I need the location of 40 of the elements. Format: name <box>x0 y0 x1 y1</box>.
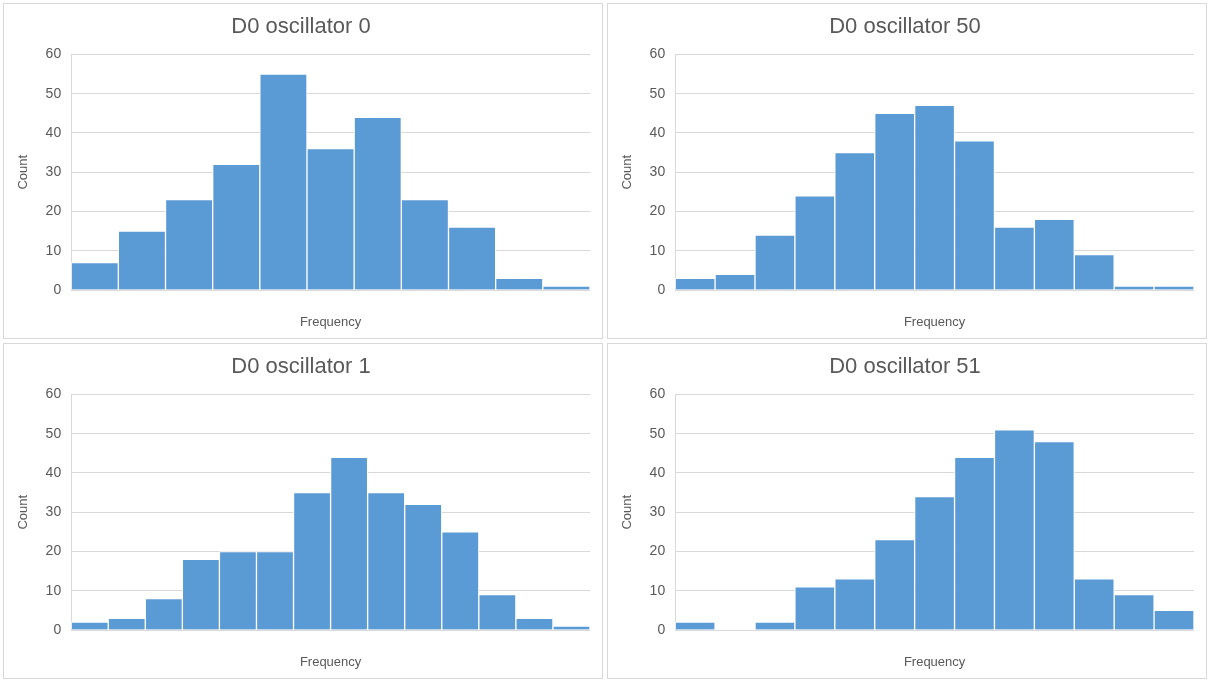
y-tick-label: 60 <box>649 45 666 62</box>
y-tick-label: 40 <box>45 123 62 140</box>
y-tick-label: 40 <box>45 463 62 480</box>
y-tick-label: 40 <box>649 463 666 480</box>
y-tick-label: 10 <box>45 581 62 598</box>
y-tick-label: 50 <box>45 84 62 101</box>
y-tick-label: 0 <box>657 280 666 297</box>
y-tick-label: 50 <box>649 84 666 101</box>
y-tick-label: 20 <box>649 202 666 219</box>
y-tick-label: 30 <box>649 163 666 180</box>
chart-title: D0 oscillator 51 <box>829 353 981 379</box>
y-tick-label: 0 <box>53 280 62 297</box>
y-tick-label: 10 <box>45 241 62 258</box>
chart-title: D0 oscillator 0 <box>231 13 371 39</box>
y-tick-label: 40 <box>649 123 666 140</box>
chart-title: D0 oscillator 1 <box>231 353 371 379</box>
y-tick-label: 60 <box>45 45 62 62</box>
x-axis-title: Frequency <box>903 653 966 669</box>
x-axis-title: Frequency <box>903 313 966 329</box>
y-axis-title: Count <box>15 494 31 530</box>
y-tick-label: 30 <box>649 503 666 520</box>
y-tick-label: 10 <box>649 581 666 598</box>
y-tick-label: 20 <box>45 542 62 559</box>
y-tick-label: 50 <box>45 424 62 441</box>
y-axis-title: Count <box>619 154 635 190</box>
y-tick-label: 50 <box>649 424 666 441</box>
y-axis-title: Count <box>15 154 31 190</box>
y-tick-label: 0 <box>53 620 62 637</box>
x-axis-title: Frequency <box>299 313 362 329</box>
y-tick-label: 20 <box>45 202 62 219</box>
y-tick-label: 30 <box>45 163 62 180</box>
y-tick-label: 10 <box>649 241 666 258</box>
y-tick-label: 0 <box>657 620 666 637</box>
y-tick-label: 60 <box>45 385 62 402</box>
y-axis-title: Count <box>619 494 635 530</box>
y-tick-label: 30 <box>45 503 62 520</box>
y-tick-label: 60 <box>649 385 666 402</box>
chart-title: D0 oscillator 50 <box>829 13 981 39</box>
y-tick-label: 20 <box>649 542 666 559</box>
x-axis-title: Frequency <box>299 653 362 669</box>
